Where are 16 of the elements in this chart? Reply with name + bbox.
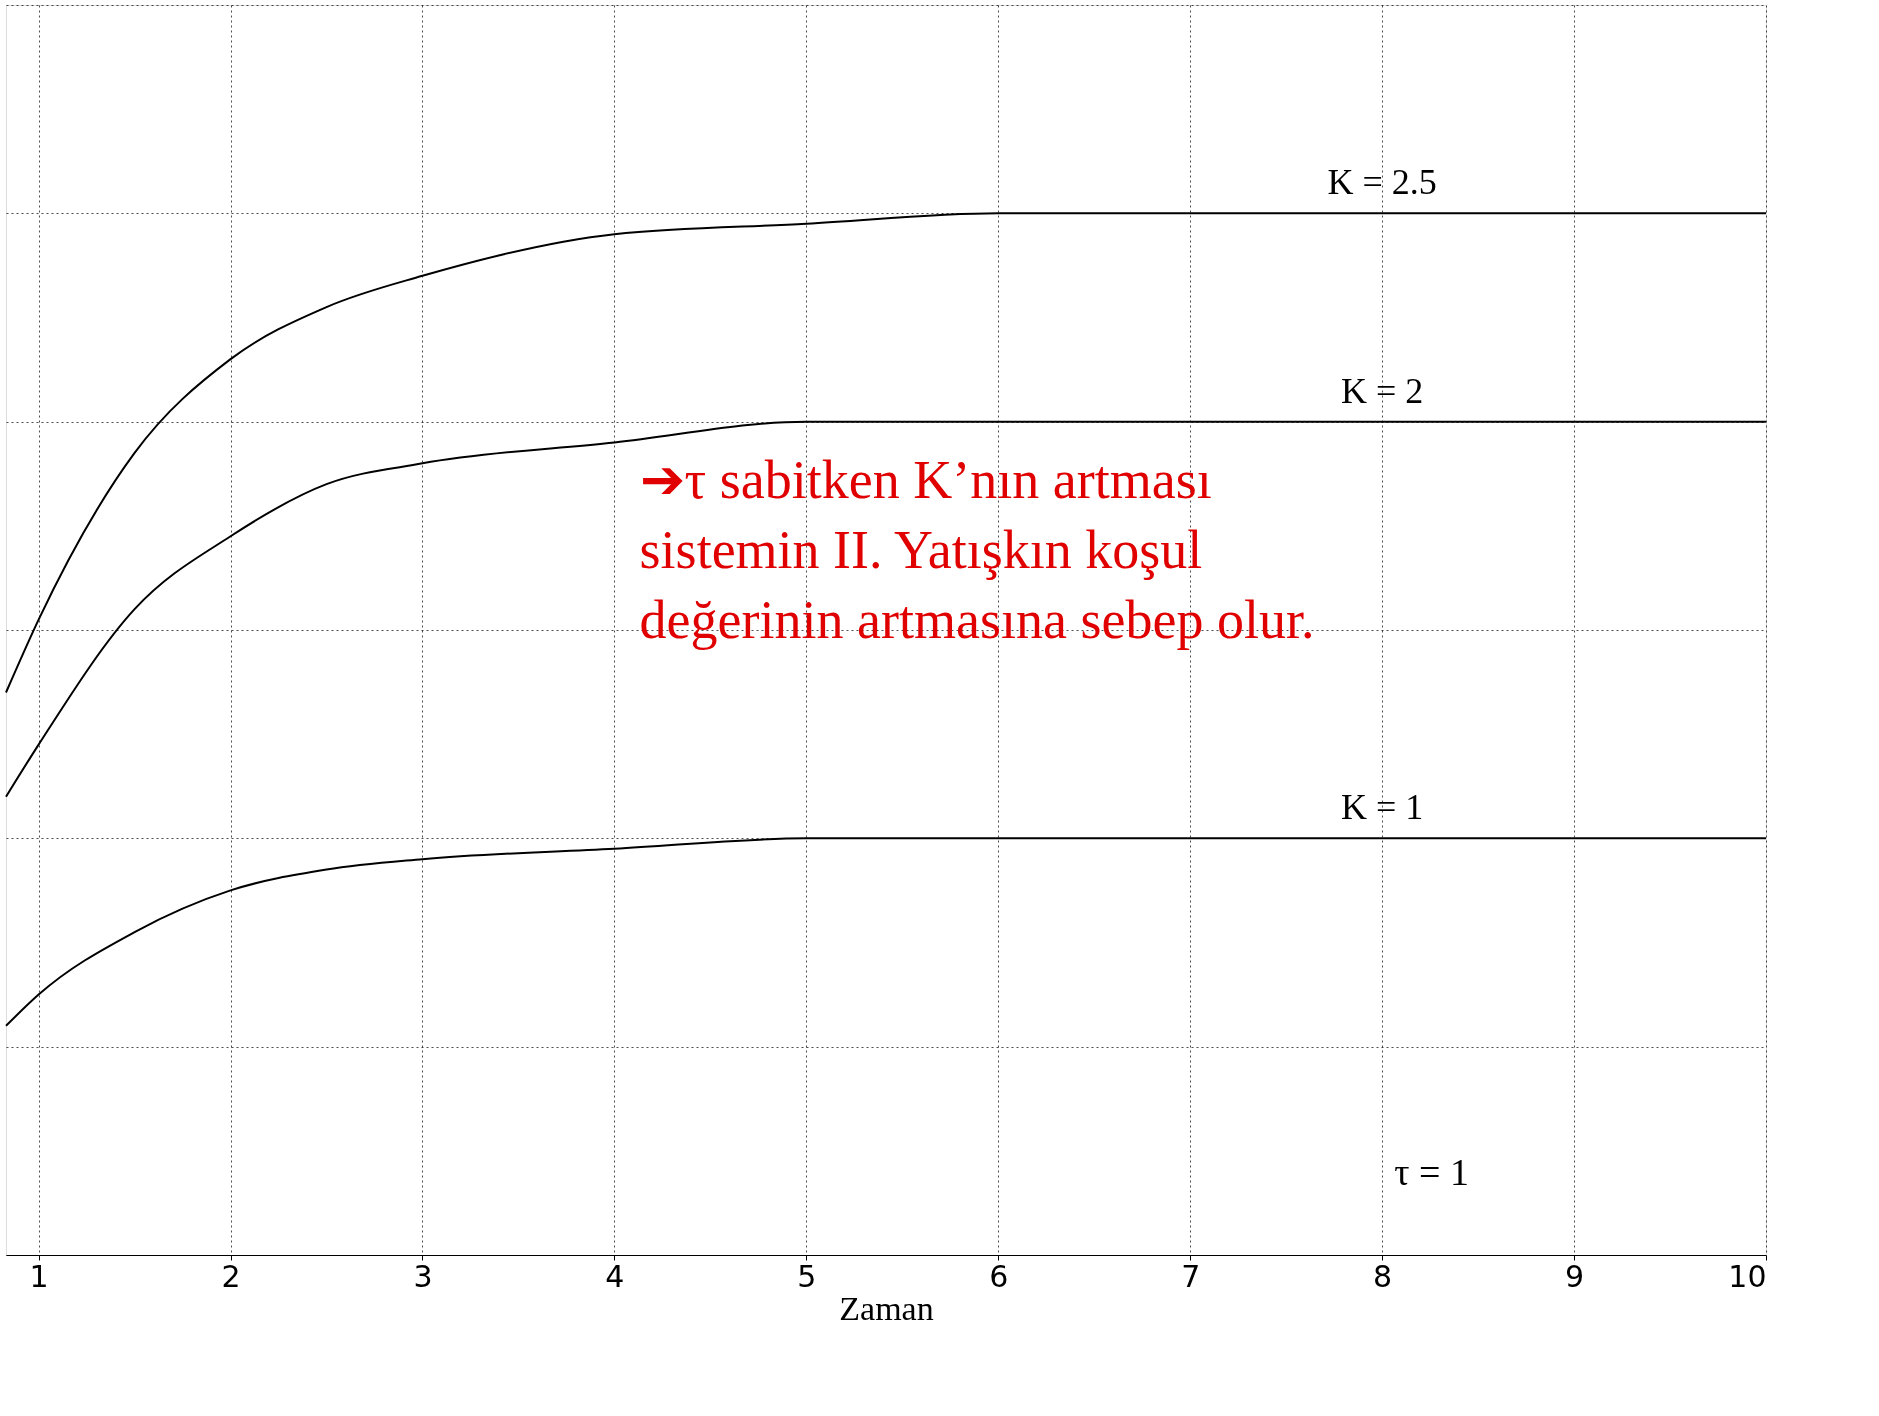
series-label: K = 1 xyxy=(1340,787,1424,828)
x-tick-label: 3 xyxy=(413,1258,433,1294)
series-label: K = 2.5 xyxy=(1327,162,1437,203)
x-tick-label: 2 xyxy=(221,1258,241,1294)
series-label: K = 2 xyxy=(1340,370,1424,411)
x-tick-label: 7 xyxy=(1181,1258,1201,1294)
x-tick-label: 9 xyxy=(1565,1258,1585,1294)
x-tick-label: 6 xyxy=(989,1258,1009,1294)
x-tick-label: 1 xyxy=(29,1258,49,1294)
x-tick-label: 4 xyxy=(605,1258,625,1294)
x-tick-label: 8 xyxy=(1373,1258,1393,1294)
x-tick-label: 10 xyxy=(1728,1258,1767,1294)
annotation: τ = 1 xyxy=(1394,1151,1469,1193)
x-tick-label: 5 xyxy=(797,1258,817,1294)
x-axis-title: Zaman xyxy=(839,1289,934,1327)
annotation: ➔τ sabitken K’nın artması sistemin II. Yatışkın koşul değerinin artmasına sebep olur. xyxy=(639,450,1315,651)
